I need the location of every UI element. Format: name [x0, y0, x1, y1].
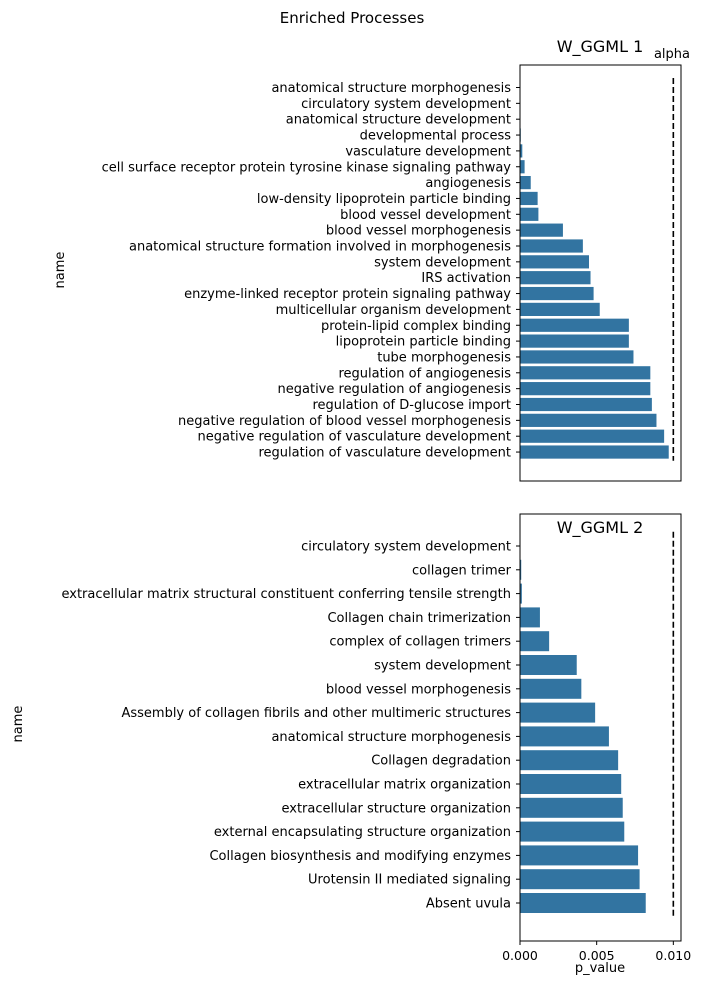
- bar: [520, 845, 639, 866]
- category-label: low-density lipoprotein particle binding: [257, 192, 511, 207]
- category-label: negative regulation of vasculature devel…: [198, 430, 512, 445]
- bar: [520, 678, 582, 699]
- category-label: angiogenesis: [425, 176, 511, 191]
- category-label: system development: [374, 659, 511, 674]
- bar: [520, 429, 665, 443]
- category-label: external encapsulating structure organiz…: [214, 825, 511, 840]
- category-label: lipoprotein particle binding: [336, 335, 511, 350]
- bar: [520, 366, 651, 380]
- bar: [520, 750, 619, 771]
- category-label: multicellular organism development: [276, 303, 511, 318]
- bar: [520, 821, 625, 842]
- figure-title: Enriched Processes: [280, 9, 425, 27]
- bar: [520, 774, 622, 794]
- bar: [520, 655, 577, 675]
- bar: [520, 239, 583, 253]
- category-label: negative regulation of blood vessel morp…: [178, 414, 511, 429]
- category-label: anatomical structure morphogenesis: [271, 81, 511, 96]
- bars: [520, 80, 669, 459]
- category-label: circulatory system development: [301, 97, 511, 112]
- category-label: Assembly of collagen fibrils and other m…: [121, 706, 511, 721]
- bar: [520, 797, 623, 818]
- bar: [520, 302, 600, 316]
- bar: [520, 318, 629, 332]
- category-label: Absent uvula: [426, 897, 511, 912]
- x-tick-label: 0.010: [655, 948, 691, 963]
- category-label: Urotensin II mediated signaling: [308, 873, 511, 888]
- bar: [520, 869, 640, 890]
- panel-w-ggml-1: W_GGML 1 alpha name anatomical structure…: [53, 37, 690, 482]
- category-label: system development: [374, 255, 511, 270]
- category-label: extracellular matrix structural constitu…: [62, 587, 512, 602]
- category-label: blood vessel morphogenesis: [326, 224, 511, 239]
- panel-title: W_GGML 1: [557, 37, 644, 57]
- bars: [520, 536, 646, 913]
- bar: [520, 223, 563, 237]
- bar: [520, 207, 539, 221]
- bar: [520, 631, 550, 652]
- category-label: blood vessel morphogenesis: [326, 682, 511, 697]
- bar: [520, 445, 669, 459]
- category-label: enzyme-linked receptor protein signaling…: [184, 287, 511, 302]
- bar: [520, 583, 522, 604]
- bar: [520, 382, 651, 396]
- category-label: tube morphogenesis: [377, 350, 511, 365]
- bar: [520, 255, 589, 269]
- category-label: Collagen degradation: [371, 754, 511, 769]
- bar: [520, 559, 522, 580]
- category-labels: anatomical structure morphogenesiscircul…: [102, 81, 520, 461]
- category-label: anatomical structure morphogenesis: [271, 730, 511, 745]
- category-label: vasculature development: [345, 144, 511, 159]
- category-label: protein-lipid complex binding: [321, 319, 511, 334]
- category-label: IRS activation: [421, 271, 511, 286]
- bar: [520, 413, 657, 427]
- category-label: developmental process: [360, 129, 512, 144]
- category-label: regulation of D-glucose import: [312, 398, 511, 413]
- category-labels: circulatory system development collagen t…: [62, 540, 520, 912]
- bar: [520, 271, 591, 285]
- category-label: negative regulation of angiogenesis: [278, 382, 512, 397]
- x-tick-label: 0.000: [502, 948, 538, 963]
- category-label: circulatory system development: [301, 540, 511, 555]
- bar: [520, 191, 538, 206]
- category-label: extracellular structure organization: [282, 801, 512, 816]
- bar: [520, 702, 596, 723]
- bar: [520, 144, 523, 158]
- bar: [520, 397, 652, 412]
- alpha-line-label: alpha: [654, 47, 690, 62]
- bar: [520, 176, 531, 190]
- panel-title: W_GGML 2: [557, 518, 644, 538]
- category-label: Collagen biosynthesis and modifying enzy…: [209, 849, 511, 864]
- category-label: blood vessel development: [340, 208, 511, 223]
- category-label: anatomical structure formation involved …: [129, 240, 511, 255]
- category-label: Collagen chain trimerization: [327, 611, 511, 626]
- panel-w-ggml-2: W_GGML 2 name p_value circulatory system…: [11, 513, 691, 976]
- bar: [520, 350, 634, 364]
- category-label: complex of collagen trimers: [329, 635, 511, 650]
- bar: [520, 160, 525, 174]
- bar: [520, 334, 629, 348]
- bar: [520, 893, 646, 913]
- category-label: regulation of vasculature development: [258, 446, 511, 461]
- category-label: collagen trimer: [412, 563, 512, 578]
- y-axis-label: name: [53, 252, 68, 289]
- category-label: regulation of angiogenesis: [339, 366, 512, 381]
- axes-frame: [519, 513, 682, 942]
- bar: [520, 286, 594, 301]
- bar: [520, 726, 609, 747]
- axes-frame: [519, 64, 682, 482]
- y-axis-label: name: [11, 706, 26, 743]
- category-label: cell surface receptor protein tyrosine k…: [102, 160, 512, 175]
- category-label: anatomical structure development: [286, 113, 511, 128]
- category-label: extracellular matrix organization: [298, 778, 511, 793]
- bar: [520, 607, 540, 628]
- x-tick-label: 0.005: [579, 948, 615, 963]
- x-ticks: 0.000 0.005 0.010: [502, 941, 691, 963]
- x-axis-label: p_value: [575, 961, 625, 976]
